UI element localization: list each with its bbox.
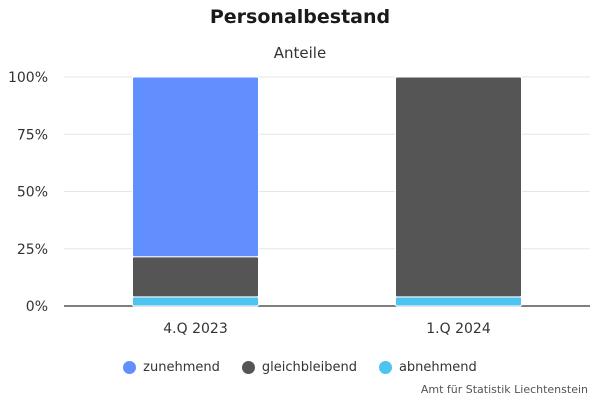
x-tick-label: 4.Q 2023 (163, 321, 227, 337)
bar-segment-zunehmend (132, 76, 259, 258)
bar-segment-abnehmend (395, 296, 522, 307)
legend-label: zunehmend (143, 360, 220, 375)
legend-item-abnehmend[interactable]: abnehmend (378, 360, 477, 375)
source-credit: Amt für Statistik Liechtenstein (420, 383, 588, 396)
chart-title: Personalbestand (209, 6, 391, 28)
bar-segment-gleichbleibend (395, 76, 522, 298)
legend-item-gleichbleibend[interactable]: gleichbleibend (241, 360, 357, 375)
y-tick-label: 0% (26, 299, 48, 315)
y-tick-label: 100% (8, 70, 48, 86)
legend-label: abnehmend (398, 360, 477, 375)
y-tick-label: 25% (17, 242, 48, 258)
x-tick-label: 1.Q 2024 (426, 321, 491, 337)
bar-segment-gleichbleibend (132, 256, 259, 298)
legend-swatch (123, 361, 137, 374)
y-tick-label: 75% (17, 127, 48, 143)
bar-segment-abnehmend (132, 296, 259, 307)
y-tick-label: 50% (17, 185, 48, 201)
legend-item-zunehmend[interactable]: zunehmend (123, 360, 220, 375)
legend: zunehmend gleichbleibend abnehmend (0, 360, 600, 375)
chart-subtitle: Anteile (273, 44, 327, 62)
legend-swatch (241, 361, 255, 374)
legend-label: gleichbleibend (261, 360, 357, 375)
legend-swatch (378, 361, 392, 374)
